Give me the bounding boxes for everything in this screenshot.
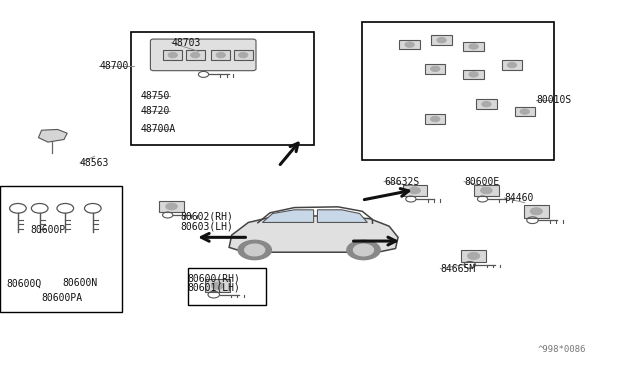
Text: 80600P: 80600P [31, 225, 66, 235]
Circle shape [405, 42, 414, 47]
Circle shape [520, 109, 529, 114]
Circle shape [168, 52, 177, 58]
Text: 80010S: 80010S [536, 95, 572, 105]
Text: 48700A: 48700A [141, 125, 176, 134]
Circle shape [353, 244, 374, 256]
Text: 80600PA: 80600PA [42, 294, 83, 303]
Polygon shape [317, 210, 367, 222]
Bar [211, 50, 230, 60]
Text: 84460: 84460 [504, 193, 534, 203]
Text: 48703: 48703 [172, 38, 201, 48]
Bar [502, 60, 522, 70]
Bar [188, 268, 266, 305]
Bar [425, 114, 445, 124]
Circle shape [508, 62, 516, 68]
Bar [431, 35, 452, 45]
Circle shape [409, 187, 420, 194]
Text: ^998*0086: ^998*0086 [538, 345, 586, 354]
Text: 80600(RH): 80600(RH) [188, 273, 241, 283]
Text: 48720: 48720 [141, 106, 170, 116]
Bar [425, 64, 445, 74]
Bar [403, 185, 427, 196]
Circle shape [530, 208, 543, 215]
Text: 80603(LH): 80603(LH) [180, 221, 234, 231]
Bar [186, 50, 205, 60]
Circle shape [216, 52, 225, 58]
Circle shape [239, 52, 248, 58]
Text: 80600Q: 80600Q [6, 279, 42, 288]
Text: 48700: 48700 [99, 61, 129, 71]
Bar [163, 50, 182, 60]
Bar [476, 99, 497, 109]
FancyBboxPatch shape [150, 39, 256, 71]
Bar [524, 205, 549, 218]
Circle shape [244, 244, 265, 256]
Bar [515, 107, 535, 116]
Text: 84665M: 84665M [440, 264, 476, 273]
Bar [463, 42, 484, 51]
Circle shape [437, 38, 446, 43]
Circle shape [482, 102, 491, 107]
Circle shape [467, 252, 480, 260]
Text: 80602(RH): 80602(RH) [180, 212, 234, 221]
Text: 80601(LH): 80601(LH) [188, 282, 241, 292]
Bar [234, 50, 253, 60]
Bar [131, 32, 314, 145]
Circle shape [191, 52, 200, 58]
Bar [463, 70, 484, 79]
Circle shape [469, 72, 478, 77]
Polygon shape [38, 129, 67, 142]
Circle shape [166, 203, 177, 210]
Circle shape [469, 44, 478, 49]
Text: 68632S: 68632S [384, 177, 419, 186]
Polygon shape [262, 210, 314, 222]
Circle shape [347, 240, 380, 260]
Bar [362, 22, 554, 160]
Bar [461, 250, 486, 262]
Bar [205, 279, 230, 292]
Polygon shape [229, 216, 398, 252]
Text: 80600N: 80600N [63, 279, 98, 288]
Circle shape [481, 187, 492, 194]
Circle shape [211, 282, 224, 289]
Text: 48563: 48563 [80, 158, 109, 168]
Circle shape [238, 240, 271, 260]
Circle shape [431, 66, 440, 71]
Circle shape [431, 116, 440, 122]
Bar [159, 201, 184, 212]
Text: 80600E: 80600E [464, 177, 499, 186]
Bar [474, 185, 499, 196]
Bar [399, 40, 420, 49]
Text: 48750: 48750 [141, 91, 170, 101]
Bar [0, 186, 122, 312]
